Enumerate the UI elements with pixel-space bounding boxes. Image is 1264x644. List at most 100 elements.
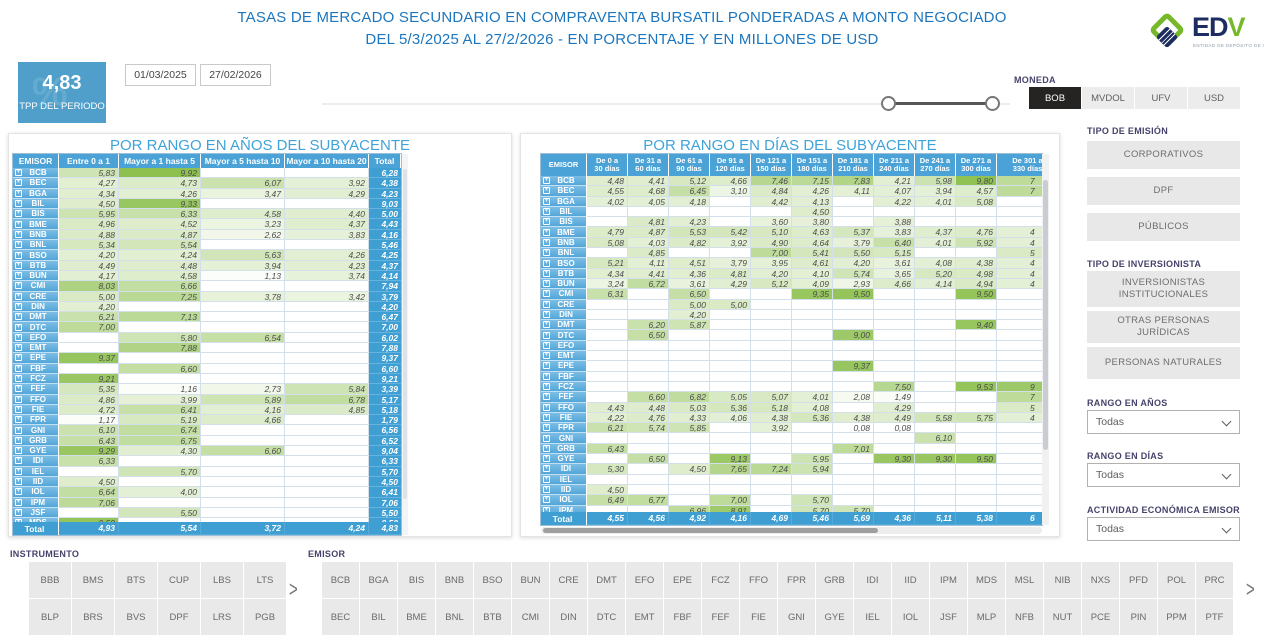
expand-icon[interactable]: + — [543, 290, 550, 298]
rate-cell[interactable] — [59, 466, 119, 477]
moneda-option-bob[interactable]: BOB — [1029, 87, 1081, 109]
rate-cell[interactable] — [710, 351, 751, 362]
rate-cell[interactable]: 4,10 — [792, 268, 833, 279]
expand-icon[interactable]: + — [15, 344, 22, 352]
rate-cell[interactable] — [792, 371, 833, 382]
row-header-grb[interactable]: + GRB — [13, 435, 59, 447]
rate-cell[interactable]: 5,70 — [792, 495, 833, 506]
rate-cell[interactable] — [201, 198, 285, 210]
rate-cell[interactable]: 4,26 — [792, 186, 833, 197]
instrumento-button-bms[interactable]: BMS — [72, 562, 114, 598]
rate-cell[interactable]: 4,50 — [587, 484, 628, 496]
rate-cell[interactable] — [915, 474, 956, 485]
rate-cell[interactable] — [285, 466, 369, 477]
total-cell[interactable]: 5,17 — [369, 394, 401, 405]
emisor-button-mds[interactable]: MDS — [968, 562, 1005, 598]
rate-cell[interactable] — [587, 454, 628, 465]
expand-icon[interactable]: + — [15, 220, 22, 228]
emisor-button-ppm[interactable]: PPM — [1158, 599, 1195, 635]
column-header[interactable]: De 31 a 60 días — [628, 154, 669, 176]
emisor-button-bme[interactable]: BME — [398, 599, 435, 635]
rate-cell[interactable]: 5,74 — [833, 268, 874, 279]
rate-cell[interactable]: 9,50 — [833, 289, 874, 300]
rate-cell[interactable]: 3,24 — [587, 278, 628, 290]
rate-cell[interactable]: 7,50 — [874, 381, 915, 393]
rate-cell[interactable]: 5,30 — [587, 464, 628, 475]
row-header-fbf[interactable]: + FBF — [541, 371, 587, 382]
rate-cell[interactable] — [285, 373, 369, 385]
rate-cell[interactable] — [285, 487, 369, 498]
expand-icon[interactable]: + — [15, 364, 22, 372]
rate-cell[interactable] — [628, 505, 669, 512]
rate-cell[interactable]: 7 — [997, 176, 1042, 187]
rate-cell[interactable] — [956, 505, 997, 512]
rate-cell[interactable] — [792, 351, 833, 362]
rate-cell[interactable] — [285, 415, 369, 426]
rate-cell[interactable]: 3,94 — [201, 260, 285, 271]
rate-cell[interactable] — [833, 340, 874, 352]
rate-cell[interactable]: 3,92 — [751, 423, 792, 434]
rate-cell[interactable] — [285, 312, 369, 323]
rate-cell[interactable] — [833, 454, 874, 465]
expand-icon[interactable]: + — [15, 200, 22, 208]
end-date-input[interactable]: 27/02/2026 — [200, 64, 271, 86]
row-header-epe[interactable]: + EPE — [13, 353, 59, 364]
rate-cell[interactable]: 4,11 — [833, 186, 874, 197]
expand-icon[interactable]: + — [543, 434, 550, 442]
rate-cell[interactable] — [792, 443, 833, 455]
rate-cell[interactable] — [628, 433, 669, 444]
rate-cell[interactable] — [997, 340, 1042, 352]
rate-cell[interactable] — [956, 340, 997, 352]
emisor-button-emt[interactable]: EMT — [626, 599, 663, 635]
emisor-button-cmi[interactable]: CMI — [512, 599, 549, 635]
expand-icon[interactable]: + — [543, 269, 550, 277]
filter-button-inversionistas-institucionales[interactable]: INVERSIONISTAS INSTITUCIONALES — [1087, 271, 1240, 307]
rate-cell[interactable]: 8,03 — [59, 281, 119, 292]
column-header[interactable]: De 0 a 30 días — [587, 154, 628, 176]
rate-cell[interactable]: 4,22 — [874, 196, 915, 207]
rate-cell[interactable]: 4,68 — [628, 186, 669, 197]
rate-cell[interactable]: 4,06 — [710, 412, 751, 424]
rate-cell[interactable]: 4,26 — [119, 188, 201, 199]
rate-cell[interactable]: 4,24 — [285, 522, 369, 535]
rate-cell[interactable]: 6,41 — [119, 404, 201, 416]
rate-cell[interactable] — [915, 217, 956, 228]
rate-cell[interactable]: 6,20 — [628, 320, 669, 331]
row-header-bis[interactable]: + BIS — [541, 217, 587, 228]
rate-cell[interactable]: 2,73 — [201, 384, 285, 395]
rate-cell[interactable]: 4,18 — [669, 196, 710, 207]
rate-cell[interactable] — [915, 381, 956, 393]
row-header-bso[interactable]: + BSO — [541, 258, 587, 269]
emisor-button-btb[interactable]: BTB — [474, 599, 511, 635]
rate-cell[interactable] — [201, 363, 285, 374]
rate-cell[interactable]: 3,83 — [874, 227, 915, 238]
rate-cell[interactable] — [956, 484, 997, 496]
rate-cell[interactable]: 4,01 — [915, 237, 956, 249]
rate-cell[interactable]: 4,29 — [874, 402, 915, 413]
rate-cell[interactable] — [285, 476, 369, 488]
row-header-idi[interactable]: + IDI — [541, 464, 587, 475]
rate-cell[interactable]: 5,36 — [710, 402, 751, 413]
rate-cell[interactable] — [751, 433, 792, 444]
expand-icon[interactable]: + — [543, 393, 550, 401]
rate-cell[interactable] — [59, 343, 119, 354]
rate-cell[interactable]: 3,60 — [751, 217, 792, 228]
rate-cell[interactable] — [833, 402, 874, 413]
emisor-button-fie[interactable]: FIE — [740, 599, 777, 635]
rate-cell[interactable]: 4,00 — [119, 487, 201, 498]
instrumento-next-button[interactable]: > — [289, 576, 298, 603]
expand-icon[interactable]: + — [15, 210, 22, 218]
rate-cell[interactable]: 4,96 — [59, 219, 119, 230]
instrumento-button-cup[interactable]: CUP — [158, 562, 200, 598]
rate-cell[interactable] — [628, 474, 669, 485]
row-header-dtc[interactable]: + DTC — [13, 322, 59, 333]
row-header-din[interactable]: + DIN — [541, 309, 587, 321]
expand-icon[interactable]: + — [15, 354, 22, 362]
rate-cell[interactable] — [285, 456, 369, 467]
rate-cell[interactable]: 5,36 — [792, 412, 833, 424]
expand-icon[interactable]: + — [15, 272, 22, 280]
rate-cell[interactable]: 5,92 — [956, 237, 997, 249]
rate-cell[interactable] — [956, 330, 997, 341]
rate-cell[interactable] — [792, 474, 833, 485]
rate-cell[interactable] — [285, 363, 369, 374]
